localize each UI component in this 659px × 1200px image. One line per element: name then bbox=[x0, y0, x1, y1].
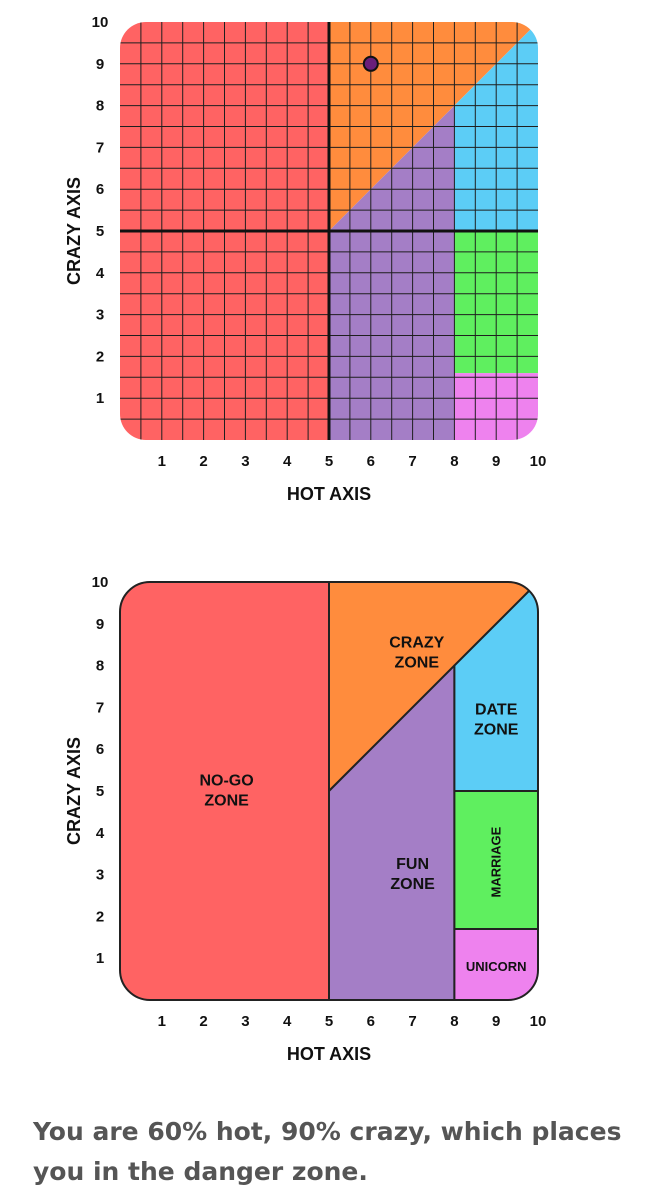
x-tick-label: 4 bbox=[283, 1013, 292, 1030]
x-tick-label: 3 bbox=[241, 1013, 249, 1030]
y-tick-label: 8 bbox=[96, 658, 104, 675]
zone-label-line: CRAZY bbox=[389, 635, 444, 652]
x-tick-label: 7 bbox=[408, 453, 416, 470]
x-axis-label: HOT AXIS bbox=[287, 1044, 371, 1062]
y-tick-label: 2 bbox=[96, 908, 104, 925]
x-tick-label: 6 bbox=[367, 453, 375, 470]
hot-crazy-matrix-grid-chart: 1 2 3 4 5 6 7 8 9 10 1 2 3 4 5 6 7 8 9 10 HOT AXIS CRAZY AXIS bbox=[64, 14, 547, 504]
y-tick-label: 4 bbox=[96, 265, 105, 282]
y-tick-label: 1 bbox=[96, 950, 104, 967]
zone-label-line: ZONE bbox=[390, 876, 435, 893]
x-tick-label: 4 bbox=[283, 453, 292, 470]
plot-border bbox=[119, 581, 539, 1001]
y-tick-label: 9 bbox=[96, 56, 104, 73]
x-tick-label: 10 bbox=[530, 1013, 547, 1030]
zone-label-date: DATE ZONE bbox=[474, 701, 519, 738]
result-line-2: you in the danger zone. bbox=[33, 1157, 368, 1186]
plot-area bbox=[120, 582, 538, 1000]
x-tick-label: 5 bbox=[325, 1013, 333, 1030]
x-tick-label: 6 bbox=[367, 1013, 375, 1030]
hot-crazy-matrix-zone-chart: NO-GO ZONE CRAZY ZONE FUN ZONE DATE ZONE MARRIAG… bbox=[64, 574, 547, 1062]
zone-label-line: ZONE bbox=[474, 721, 519, 738]
x-axis-label: HOT AXIS bbox=[287, 484, 371, 504]
data-point bbox=[362, 55, 379, 72]
y-tick-label: 1 bbox=[96, 390, 104, 407]
y-tick-label: 5 bbox=[96, 223, 104, 240]
zone-label-line: NO-GO bbox=[199, 773, 253, 790]
x-tick-label: 1 bbox=[158, 1013, 166, 1030]
plot-area bbox=[120, 22, 538, 440]
result-line-1: You are 60% hot, 90% crazy, which places bbox=[33, 1117, 622, 1146]
y-axis-label: CRAZY AXIS bbox=[64, 177, 84, 285]
zone-label-line: ZONE bbox=[204, 793, 249, 810]
y-tick-label: 10 bbox=[92, 574, 109, 591]
zone-label-line: ZONE bbox=[395, 655, 440, 672]
y-tick-label: 7 bbox=[96, 699, 104, 716]
zone-unicorn bbox=[453, 927, 538, 1000]
x-tick-label: 8 bbox=[450, 453, 458, 470]
zone-label-line: FUN bbox=[396, 856, 429, 873]
y-tick-label: 9 bbox=[96, 616, 104, 633]
zone-label-line: DATE bbox=[475, 701, 518, 718]
zone-label-crazy: CRAZY ZONE bbox=[389, 635, 444, 672]
y-tick-label: 8 bbox=[96, 98, 104, 115]
y-tick-label: 6 bbox=[96, 741, 104, 758]
zone-label-fun: FUN ZONE bbox=[390, 856, 435, 893]
y-axis-label: CRAZY AXIS bbox=[64, 737, 84, 845]
y-tick-label: 5 bbox=[96, 783, 104, 800]
x-tick-label: 7 bbox=[408, 1013, 416, 1030]
zone-no-go bbox=[120, 582, 330, 1000]
zone-label-no-go: NO-GO ZONE bbox=[199, 773, 253, 810]
y-tick-label: 2 bbox=[96, 348, 104, 365]
y-tick-label: 3 bbox=[96, 307, 104, 324]
zone-label-line: UNICORN bbox=[466, 959, 527, 974]
x-tick-label: 2 bbox=[199, 1013, 207, 1030]
x-tick-label: 8 bbox=[450, 1013, 458, 1030]
y-tick-label: 3 bbox=[96, 867, 104, 884]
x-tick-label: 9 bbox=[492, 1013, 500, 1030]
x-tick-label: 1 bbox=[158, 453, 166, 470]
zone-label-marriage: MARRIAGE bbox=[489, 826, 504, 897]
y-tick-label: 10 bbox=[92, 14, 109, 31]
y-tick-label: 7 bbox=[96, 139, 104, 156]
zone-label-unicorn: UNICORN bbox=[466, 959, 527, 974]
x-tick-label: 2 bbox=[199, 453, 207, 470]
x-tick-label: 3 bbox=[241, 453, 249, 470]
y-tick-label: 6 bbox=[96, 181, 104, 198]
x-tick-label: 5 bbox=[325, 453, 333, 470]
x-tick-label: 10 bbox=[530, 453, 547, 470]
x-tick-label: 9 bbox=[492, 453, 500, 470]
result-text: You are 60% hot, 90% crazy, which places… bbox=[33, 1112, 643, 1192]
y-tick-label: 4 bbox=[96, 825, 105, 842]
